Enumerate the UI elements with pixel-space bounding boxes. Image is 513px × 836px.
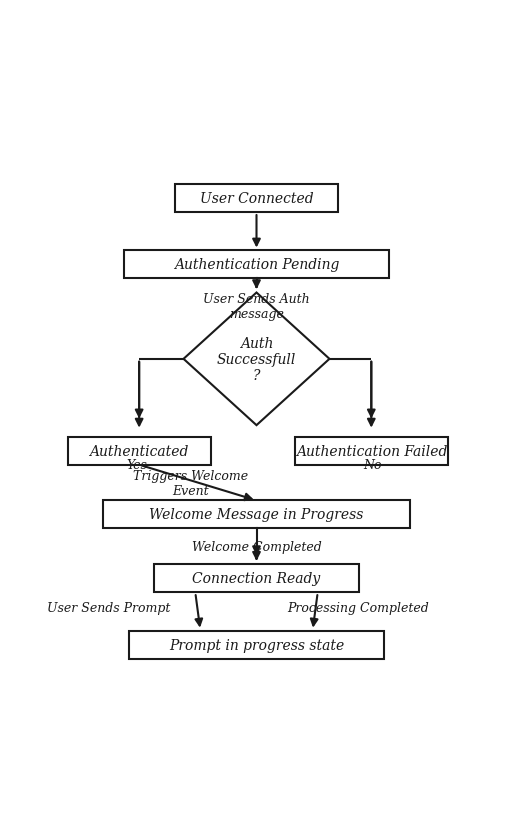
Text: User Sends Prompt: User Sends Prompt bbox=[47, 601, 170, 614]
Text: No: No bbox=[364, 458, 382, 472]
FancyBboxPatch shape bbox=[295, 437, 448, 465]
FancyBboxPatch shape bbox=[104, 501, 409, 529]
FancyBboxPatch shape bbox=[154, 564, 359, 593]
Text: Auth
Successfull
?: Auth Successfull ? bbox=[217, 336, 296, 383]
Text: Welcome Message in Progress: Welcome Message in Progress bbox=[149, 507, 364, 522]
Text: Welcome Completed: Welcome Completed bbox=[192, 540, 321, 553]
Text: Yes: Yes bbox=[126, 458, 147, 472]
Polygon shape bbox=[184, 293, 329, 426]
FancyBboxPatch shape bbox=[129, 631, 384, 659]
Text: Authenticated: Authenticated bbox=[89, 444, 189, 458]
Text: Authentication Failed: Authentication Failed bbox=[295, 444, 447, 458]
Text: Triggers Welcome
Event: Triggers Welcome Event bbox=[132, 469, 248, 497]
Text: Processing Completed: Processing Completed bbox=[288, 601, 429, 614]
FancyBboxPatch shape bbox=[124, 251, 389, 279]
FancyBboxPatch shape bbox=[68, 437, 210, 465]
Text: Prompt in progress state: Prompt in progress state bbox=[169, 638, 344, 652]
Text: Authentication Pending: Authentication Pending bbox=[174, 258, 339, 272]
FancyBboxPatch shape bbox=[175, 185, 338, 213]
Text: User Sends Auth
message: User Sends Auth message bbox=[203, 293, 310, 321]
Text: Connection Ready: Connection Ready bbox=[192, 572, 321, 585]
Text: User Connected: User Connected bbox=[200, 192, 313, 206]
